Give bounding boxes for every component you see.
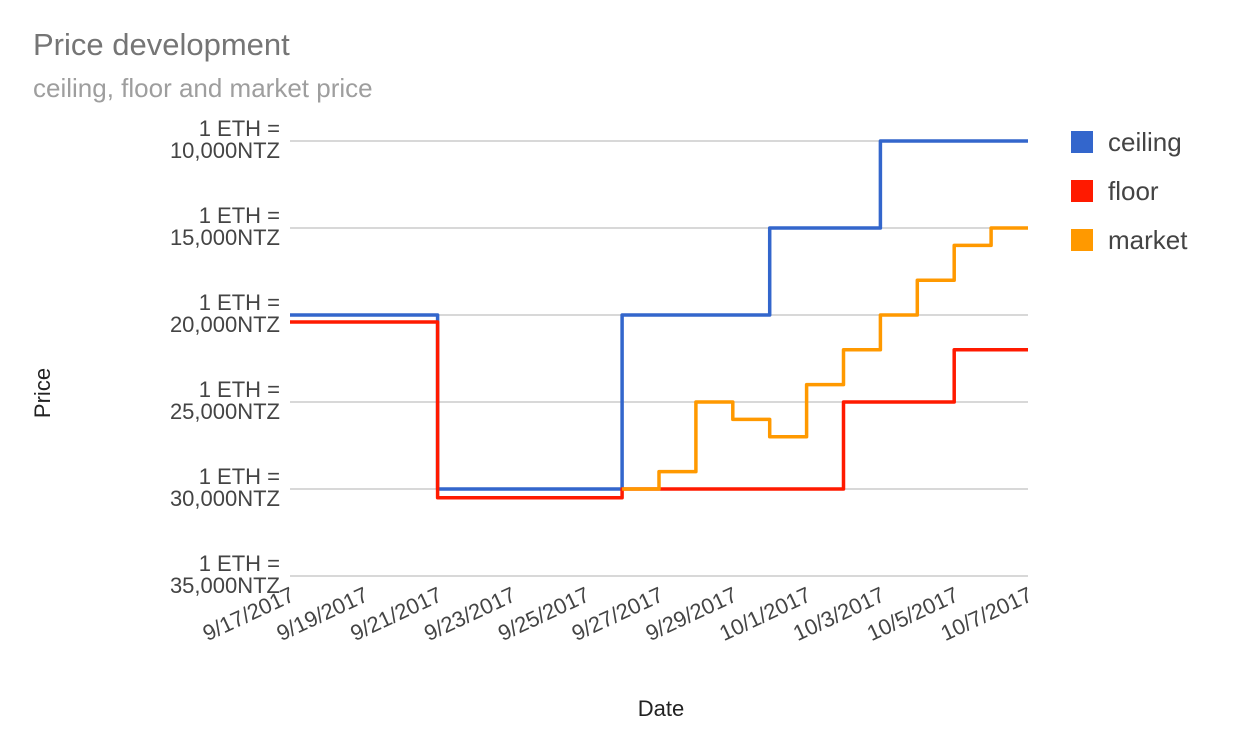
y-tick-label: 1 ETH = 35,000NTZ bbox=[170, 551, 280, 598]
y-tick-label-line1: 1 ETH = bbox=[199, 116, 280, 141]
legend-label-ceiling: ceiling bbox=[1108, 127, 1182, 157]
legend-swatch-ceiling bbox=[1071, 131, 1093, 153]
y-tick-label-line1: 1 ETH = bbox=[199, 551, 280, 576]
y-tick-label-line2: 15,000NTZ bbox=[170, 225, 280, 250]
y-tick-label-line2: 10,000NTZ bbox=[170, 138, 280, 163]
y-tick-label-line2: 35,000NTZ bbox=[170, 573, 280, 598]
chart-title: Price development bbox=[33, 27, 290, 62]
y-tick-label-line2: 30,000NTZ bbox=[170, 486, 280, 511]
y-tick-label: 1 ETH = 10,000NTZ bbox=[170, 116, 280, 163]
y-tick-label: 1 ETH = 30,000NTZ bbox=[170, 464, 280, 511]
y-axis-title: Price bbox=[30, 368, 55, 418]
y-tick-label-line1: 1 ETH = bbox=[199, 464, 280, 489]
series-lines bbox=[290, 139, 1028, 500]
y-tick-label-line1: 1 ETH = bbox=[199, 203, 280, 228]
legend-label-floor: floor bbox=[1108, 176, 1159, 206]
x-axis-tick-labels: 9/17/20179/19/20179/21/20179/23/20179/25… bbox=[199, 582, 1036, 646]
chart-subtitle: ceiling, floor and market price bbox=[33, 73, 373, 103]
x-axis-title: Date bbox=[638, 696, 684, 721]
y-tick-label-line2: 25,000NTZ bbox=[170, 399, 280, 424]
series-line-ceiling bbox=[290, 139, 1028, 491]
y-tick-label-line2: 20,000NTZ bbox=[170, 312, 280, 337]
y-tick-label-line1: 1 ETH = bbox=[199, 290, 280, 315]
y-tick-label: 1 ETH = 15,000NTZ bbox=[170, 203, 280, 250]
y-tick-label: 1 ETH = 25,000NTZ bbox=[170, 377, 280, 424]
legend-swatch-market bbox=[1071, 229, 1093, 251]
legend-label-market: market bbox=[1108, 225, 1188, 255]
y-tick-label: 1 ETH = 20,000NTZ bbox=[170, 290, 280, 337]
legend-swatch-floor bbox=[1071, 180, 1093, 202]
legend: ceiling floor market bbox=[1071, 127, 1188, 255]
y-tick-label-line1: 1 ETH = bbox=[199, 377, 280, 402]
gridlines bbox=[290, 140, 1028, 577]
series-line-market bbox=[622, 226, 1028, 491]
